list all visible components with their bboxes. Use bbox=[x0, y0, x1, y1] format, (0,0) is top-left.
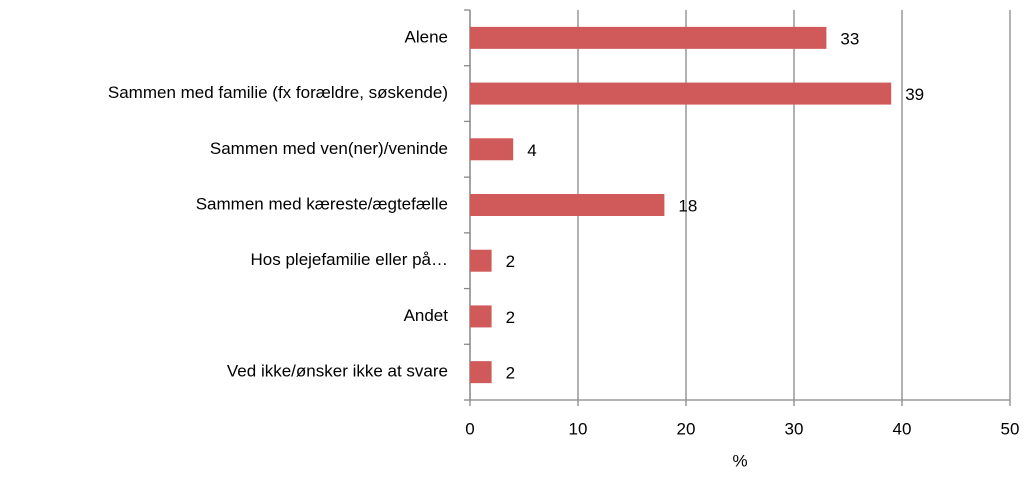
x-tick-label: 30 bbox=[785, 419, 804, 438]
y-tick-label: Sammen med kæreste/ægtefælle bbox=[196, 194, 448, 213]
x-tick-label: 10 bbox=[569, 419, 588, 438]
x-tick-label: 50 bbox=[1001, 419, 1020, 438]
x-tick-label: 0 bbox=[465, 419, 474, 438]
x-axis-label: % bbox=[732, 451, 747, 470]
bar bbox=[470, 361, 492, 384]
y-tick-label: Ved ikke/ønsker ikke at svare bbox=[227, 362, 448, 381]
data-label: 39 bbox=[905, 85, 924, 104]
data-label: 2 bbox=[506, 308, 515, 327]
y-tick-label: Alene bbox=[405, 27, 448, 46]
y-tick-label: Andet bbox=[404, 306, 449, 325]
data-label: 2 bbox=[506, 252, 515, 271]
data-label: 4 bbox=[527, 141, 536, 160]
bar bbox=[470, 138, 514, 161]
bar bbox=[470, 249, 492, 272]
data-label: 18 bbox=[678, 196, 697, 215]
bar bbox=[470, 305, 492, 328]
data-label: 33 bbox=[840, 29, 859, 48]
y-tick-label: Sammen med familie (fx forældre, søskend… bbox=[108, 83, 448, 102]
x-tick-label: 40 bbox=[893, 419, 912, 438]
x-tick-label: 20 bbox=[677, 419, 696, 438]
data-label: 2 bbox=[506, 364, 515, 383]
bar bbox=[470, 82, 892, 105]
y-tick-label: Hos plejefamilie eller på… bbox=[251, 250, 448, 269]
bar bbox=[470, 194, 665, 216]
bar bbox=[470, 26, 827, 49]
y-tick-label: Sammen med ven(ner)/veninde bbox=[210, 139, 448, 158]
